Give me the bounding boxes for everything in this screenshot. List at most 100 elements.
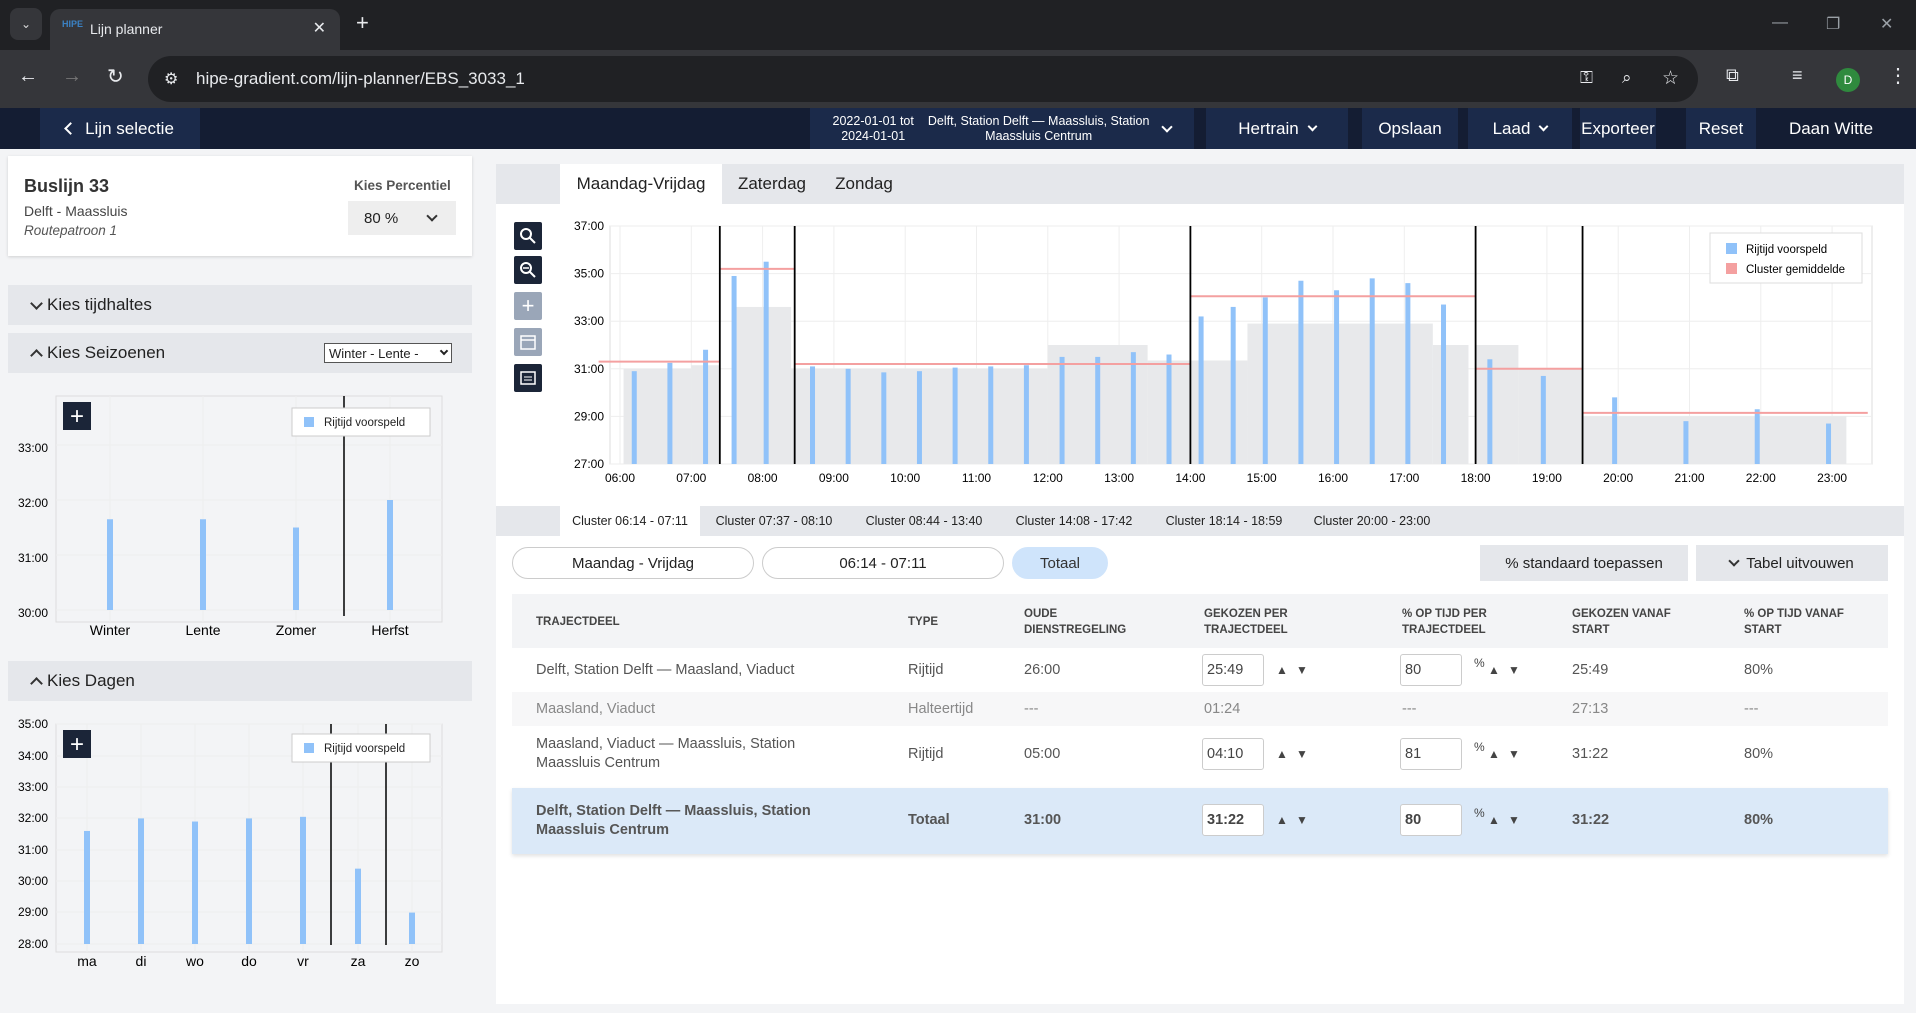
- cluster-tab[interactable]: Cluster 20:00 - 23:00: [1313, 514, 1431, 528]
- percent-symbol: %: [1474, 740, 1485, 754]
- media-icon[interactable]: ≡: [1792, 65, 1803, 85]
- table-icon[interactable]: [514, 364, 542, 392]
- calendar-icon[interactable]: [514, 328, 542, 356]
- prediction-bar: [763, 261, 769, 464]
- decrement-icon[interactable]: ▼: [1508, 663, 1520, 677]
- minimize-icon[interactable]: —: [1772, 14, 1788, 31]
- apply-standard-button[interactable]: % standaard toepassen: [1480, 545, 1688, 581]
- decrement-icon[interactable]: ▼: [1296, 813, 1308, 827]
- close-window-icon[interactable]: ✕: [1880, 16, 1894, 33]
- section-seasons[interactable]: Kies Seizoenen Winter - Lente -: [8, 333, 472, 373]
- col-header: OUDE DIENSTREGELING: [1024, 608, 1127, 636]
- hertrain-button[interactable]: Hertrain: [1206, 108, 1348, 149]
- x-tick: za: [351, 953, 366, 969]
- gekozen-input[interactable]: 25:49: [1202, 654, 1264, 686]
- menu-dots-icon[interactable]: ⋮: [1888, 65, 1908, 87]
- chevron-down-icon: [1538, 121, 1549, 132]
- main-legend: [1709, 232, 1863, 284]
- add-icon[interactable]: +: [514, 292, 542, 320]
- zoom-out-icon[interactable]: [514, 256, 542, 284]
- prediction-bar: [952, 367, 958, 464]
- x-tick: 17:00: [1389, 471, 1419, 485]
- decrement-icon[interactable]: ▼: [1296, 663, 1308, 677]
- seasons-select[interactable]: Winter - Lente -: [324, 343, 452, 363]
- extensions-icon[interactable]: ⧉: [1726, 65, 1739, 85]
- pct-input[interactable]: 81: [1400, 738, 1462, 770]
- back-to-line-selection-button[interactable]: Lijn selectie: [40, 108, 200, 149]
- cluster-background: [1475, 345, 1519, 464]
- restore-icon[interactable]: ❐: [1826, 16, 1841, 33]
- y-tick: 29:00: [18, 905, 48, 919]
- cluster-tab[interactable]: Cluster 06:14 - 07:11: [560, 506, 700, 536]
- export-button[interactable]: Exporteer: [1580, 108, 1656, 149]
- y-tick: 30:00: [18, 606, 48, 620]
- days-filter-pill[interactable]: Maandag - Vrijdag: [512, 547, 754, 579]
- new-tab-icon[interactable]: +: [356, 10, 369, 35]
- prediction-bar: [1023, 365, 1029, 464]
- load-button[interactable]: Laad: [1468, 108, 1572, 149]
- y-tick: 29:00: [574, 409, 604, 423]
- decrement-icon[interactable]: ▼: [1508, 747, 1520, 761]
- cluster-tab[interactable]: Cluster 18:14 - 18:59: [1165, 514, 1283, 528]
- y-tick: 31:00: [18, 843, 48, 857]
- days-legend-label: Rijtijd voorspeld: [324, 743, 405, 755]
- section-days[interactable]: Kies Dagen: [8, 661, 472, 701]
- reset-button[interactable]: Reset: [1686, 108, 1756, 149]
- decrement-icon[interactable]: ▼: [1296, 747, 1308, 761]
- bookmark-star-icon[interactable]: ☆: [1662, 68, 1680, 89]
- add-icon[interactable]: [63, 730, 91, 758]
- cell-oud: 26:00: [1024, 662, 1061, 678]
- increment-icon[interactable]: ▲: [1488, 747, 1500, 761]
- reload-icon[interactable]: ↻: [107, 66, 124, 88]
- increment-icon[interactable]: ▲: [1488, 663, 1500, 677]
- section-stops[interactable]: Kies tijdhaltes: [8, 285, 472, 325]
- x-tick: Winter: [90, 622, 131, 638]
- close-tab-icon[interactable]: ✕: [312, 20, 326, 37]
- percentile-select[interactable]: 80 %: [348, 201, 456, 235]
- tab-zondag[interactable]: Zondag: [835, 174, 893, 193]
- tab-maandag-vrijdag[interactable]: Maandag-Vrijdag: [560, 164, 722, 204]
- date-route-selector[interactable]: 2022-01-01 tot 2024-01-01 Delft, Station…: [810, 108, 1194, 149]
- pct-input[interactable]: 80: [1400, 804, 1462, 836]
- x-tick: 21:00: [1674, 471, 1704, 485]
- route-line2: Maassluis Centrum: [985, 128, 1093, 143]
- add-icon[interactable]: [63, 402, 91, 430]
- zoom-in-icon[interactable]: [514, 222, 542, 250]
- zoom-icon[interactable]: ⌕: [1622, 68, 1632, 87]
- cluster-filter-pill[interactable]: 06:14 - 07:11: [762, 547, 1004, 579]
- profile-avatar[interactable]: D: [1836, 68, 1860, 92]
- gekozen-input[interactable]: 31:22: [1202, 804, 1264, 836]
- cell-pct-start: 80%: [1744, 662, 1774, 678]
- user-menu[interactable]: Daan Witte: [1788, 118, 1874, 138]
- expand-table-button[interactable]: Tabel uitvouwen: [1696, 545, 1888, 581]
- tab-list-button[interactable]: ⌄: [10, 8, 42, 40]
- increment-icon[interactable]: ▲: [1488, 813, 1500, 827]
- cell-vanaf: 25:49: [1572, 662, 1609, 678]
- tab-zaterdag[interactable]: Zaterdag: [737, 174, 807, 193]
- address-bar[interactable]: ⚙ hipe-gradient.com/lijn-planner/EBS_303…: [148, 56, 1698, 102]
- prediction-bar: [731, 275, 737, 464]
- x-tick: 19:00: [1532, 471, 1562, 485]
- y-tick: 34:00: [18, 749, 48, 763]
- password-key-icon[interactable]: ⚿: [1580, 68, 1593, 87]
- browser-tab[interactable]: HIPE Lijn planner ✕: [50, 9, 340, 50]
- increment-icon[interactable]: ▲: [1276, 663, 1288, 677]
- cluster-tab[interactable]: Cluster 14:08 - 17:42: [1015, 514, 1133, 528]
- cluster-tab[interactable]: Cluster 07:37 - 08:10: [715, 514, 833, 528]
- increment-icon[interactable]: ▲: [1276, 747, 1288, 761]
- site-info-icon[interactable]: ⚙: [164, 71, 179, 88]
- save-button[interactable]: Opslaan: [1362, 108, 1458, 149]
- gekozen-input[interactable]: 04:10: [1202, 738, 1264, 770]
- forward-icon[interactable]: →: [62, 65, 82, 87]
- pct-input[interactable]: 80: [1400, 654, 1462, 686]
- back-icon[interactable]: ←: [18, 65, 38, 87]
- route-line1: Delft, Station Delft — Maassluis, Statio…: [927, 113, 1150, 128]
- prediction-bar: [1826, 423, 1832, 464]
- decrement-icon[interactable]: ▼: [1508, 813, 1520, 827]
- chevron-up-icon: [30, 348, 43, 362]
- total-filter-pill[interactable]: Totaal: [1012, 547, 1108, 579]
- svg-text:+: +: [70, 731, 84, 758]
- main-chart: 37:00 35:00 33:00 31:00 29:00 27:00 06:00 07:0…: [574, 219, 1873, 485]
- increment-icon[interactable]: ▲: [1276, 813, 1288, 827]
- cluster-tab[interactable]: Cluster 08:44 - 13:40: [865, 514, 983, 528]
